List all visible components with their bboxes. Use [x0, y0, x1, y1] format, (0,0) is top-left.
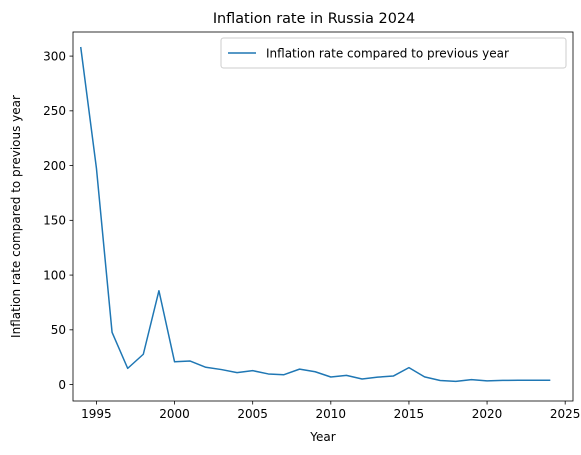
y-tick-label: 300: [43, 49, 66, 63]
y-tick-label: 250: [43, 104, 66, 118]
x-tick-label: 2020: [472, 407, 503, 421]
x-tick-label: 2010: [316, 407, 347, 421]
y-tick-label: 200: [43, 159, 66, 173]
x-tick-label: 2000: [159, 407, 190, 421]
legend-entry-label: Inflation rate compared to previous year: [266, 47, 509, 61]
x-axis-label: Year: [309, 430, 335, 444]
y-tick-label: 100: [43, 268, 66, 282]
legend: Inflation rate compared to previous year: [221, 38, 566, 68]
x-tick-label: 2025: [550, 407, 581, 421]
x-tick-label: 2015: [394, 407, 425, 421]
y-tick-label: 0: [58, 378, 66, 392]
y-axis-label: Inflation rate compared to previous year: [9, 95, 23, 338]
y-tick-label: 150: [43, 214, 66, 228]
y-tick-label: 50: [51, 323, 66, 337]
x-tick-label: 2005: [237, 407, 268, 421]
x-tick-label: 1995: [81, 407, 112, 421]
chart-title: Inflation rate in Russia 2024: [213, 11, 415, 27]
